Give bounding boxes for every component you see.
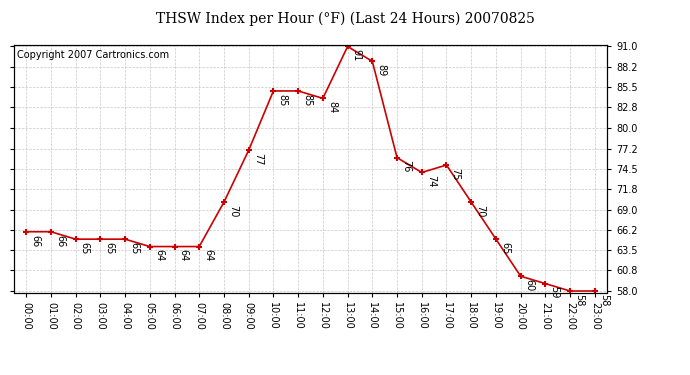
Text: 64: 64	[154, 249, 164, 262]
Text: Copyright 2007 Cartronics.com: Copyright 2007 Cartronics.com	[17, 50, 169, 60]
Text: 70: 70	[228, 205, 238, 217]
Text: 65: 65	[80, 242, 90, 254]
Text: 89: 89	[377, 64, 386, 76]
Text: THSW Index per Hour (°F) (Last 24 Hours) 20070825: THSW Index per Hour (°F) (Last 24 Hours)…	[155, 11, 535, 26]
Text: 75: 75	[451, 168, 461, 180]
Text: 91: 91	[352, 49, 362, 62]
Text: 66: 66	[55, 234, 65, 247]
Text: 65: 65	[129, 242, 139, 254]
Text: 58: 58	[574, 294, 584, 306]
Text: 59: 59	[549, 286, 560, 299]
Text: 85: 85	[277, 94, 288, 106]
Text: 65: 65	[104, 242, 115, 254]
Text: 58: 58	[599, 294, 609, 306]
Text: 76: 76	[401, 160, 411, 173]
Text: 77: 77	[253, 153, 263, 165]
Text: 64: 64	[179, 249, 188, 262]
Text: 85: 85	[302, 94, 313, 106]
Text: 74: 74	[426, 175, 436, 188]
Text: 60: 60	[525, 279, 535, 291]
Text: 65: 65	[500, 242, 510, 254]
Text: 70: 70	[475, 205, 485, 217]
Text: 84: 84	[327, 101, 337, 113]
Text: 66: 66	[30, 234, 40, 247]
Text: 64: 64	[204, 249, 213, 262]
